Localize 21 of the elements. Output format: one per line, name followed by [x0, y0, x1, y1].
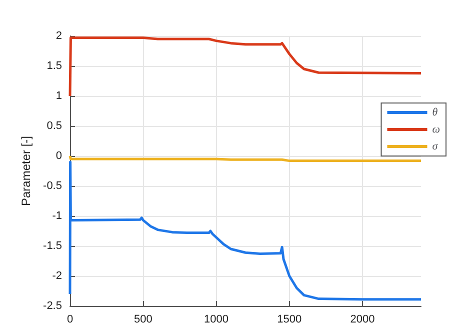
y-tick-label: 0.5 [46, 120, 62, 132]
x-tick-label: 1000 [204, 314, 228, 326]
y-tick-label: -2 [52, 270, 62, 282]
y-tick-label: -1.5 [43, 240, 62, 252]
legend-label: θ [432, 106, 438, 118]
y-tick-label: 0 [56, 150, 62, 162]
y-tick-label: -2.5 [43, 300, 62, 312]
y-tick-label: 2 [56, 30, 62, 42]
y-tick-label: -0.5 [43, 180, 62, 192]
x-tick-label: 0 [66, 314, 74, 326]
legend-label: ω [432, 124, 440, 136]
line-series [68, 36, 422, 98]
x-tick-label: 1500 [277, 314, 302, 326]
x-tick-label: 500 [134, 314, 152, 326]
y-tick-label: 1 [56, 90, 62, 102]
line-series [68, 160, 422, 301]
y-tick-label: 1.5 [46, 60, 62, 72]
y-tick-label: -1 [52, 210, 62, 222]
y-axis-title: Parameter [-] [19, 136, 34, 206]
x-tick-label: 2000 [350, 314, 375, 326]
legend-label: σ [432, 140, 438, 152]
